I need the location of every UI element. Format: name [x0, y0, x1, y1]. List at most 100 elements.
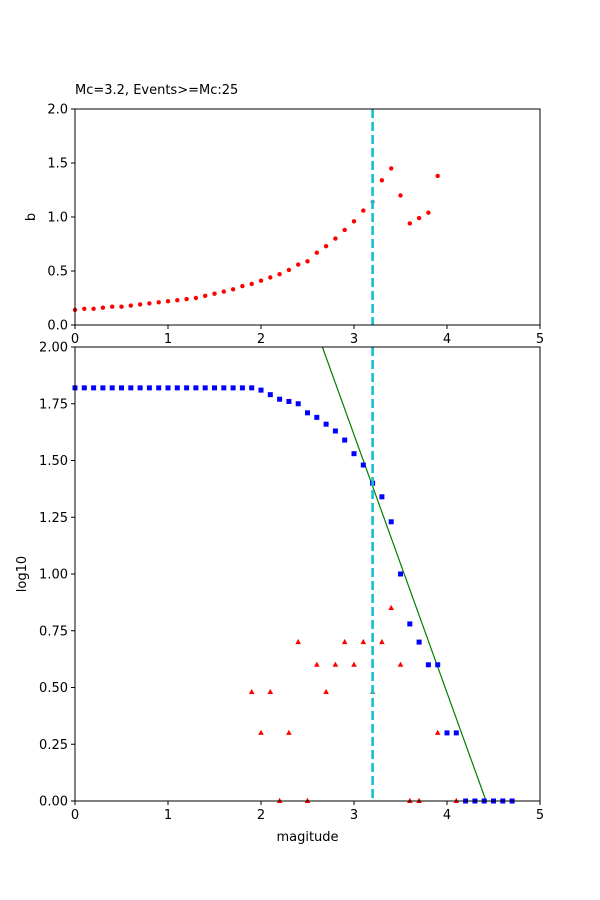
- data-point: [305, 410, 310, 416]
- data-point: [296, 262, 301, 267]
- data-point: [407, 797, 413, 803]
- data-point: [323, 688, 329, 695]
- data-point: [258, 387, 264, 393]
- data-point: [202, 385, 208, 391]
- data-point: [361, 208, 366, 213]
- data-point: [286, 267, 292, 273]
- y-tick-label: 1.0: [47, 211, 68, 226]
- data-point: [230, 385, 236, 391]
- data-point: [379, 178, 385, 183]
- data-point: [286, 729, 292, 735]
- y-tick-label: 0.5: [47, 265, 68, 280]
- y-tick-label: 0.00: [39, 795, 68, 810]
- fit-line: [321, 346, 487, 802]
- data-point: [323, 421, 329, 427]
- data-point: [146, 385, 152, 391]
- data-point: [119, 304, 124, 309]
- x-tick-label: 0: [71, 808, 79, 823]
- data-point: [407, 221, 412, 226]
- data-point: [342, 437, 348, 443]
- data-point: [174, 385, 180, 391]
- data-point: [388, 519, 394, 525]
- y-tick-label: 0.25: [39, 738, 68, 753]
- data-point: [268, 275, 273, 280]
- data-point: [156, 300, 161, 305]
- bottom-plot-ticks: 0 1 2 3 4 5 0.00 0.25 0.50 0.75 1.00 1.25 1.50 1.75 2.…: [39, 341, 544, 824]
- top-plot-frame: [74, 108, 541, 326]
- data-point: [128, 303, 133, 308]
- frequency-markers: [72, 385, 515, 804]
- data-point: [286, 398, 292, 404]
- data-point: [277, 396, 283, 402]
- data-point: [360, 638, 367, 645]
- data-point: [314, 250, 319, 255]
- data-point: [397, 661, 404, 667]
- data-point: [100, 385, 106, 391]
- data-point: [416, 797, 422, 803]
- data-point: [388, 604, 394, 611]
- data-point: [416, 639, 422, 645]
- data-point: [379, 638, 385, 645]
- top-y-axis-label: b: [24, 213, 39, 221]
- b-value-plot: Mc=3.2, Events>=Mc:25 0 1 2 3 4 5 0.0 0.5 1.0 1.5…: [24, 83, 544, 347]
- data-point: [239, 385, 245, 391]
- data-point: [165, 385, 171, 391]
- data-point: [425, 662, 431, 668]
- data-point: [295, 638, 301, 645]
- data-point: [212, 385, 217, 391]
- y-tick-label: 2.0: [47, 103, 68, 118]
- data-point: [110, 304, 115, 309]
- data-point: [426, 210, 431, 215]
- x-tick-label: 0: [71, 332, 79, 347]
- y-tick-label: 1.25: [39, 511, 68, 526]
- data-point: [258, 729, 264, 735]
- data-point: [304, 797, 311, 803]
- data-point: [351, 661, 357, 667]
- data-point: [230, 287, 236, 292]
- data-point: [109, 385, 115, 391]
- top-plot-title: Mc=3.2, Events>=Mc:25: [75, 83, 238, 98]
- x-tick-label: 1: [164, 808, 172, 823]
- data-point: [435, 173, 440, 179]
- data-point: [91, 385, 97, 391]
- data-point: [332, 428, 338, 434]
- magnitude-frequency-plot: 0 1 2 3 4 5 0.00 0.25 0.50 0.75 1.00 1.25 1.50 1.75 2.…: [15, 341, 544, 846]
- data-point: [277, 272, 282, 277]
- y-tick-label: 1.5: [47, 157, 68, 172]
- data-point: [342, 227, 347, 233]
- data-point: [82, 306, 87, 311]
- data-point: [314, 661, 320, 667]
- x-tick-label: 5: [536, 808, 544, 823]
- y-tick-label: 1.50: [39, 454, 68, 469]
- data-point: [184, 296, 189, 302]
- data-point: [240, 283, 245, 289]
- data-point: [119, 385, 124, 391]
- data-point: [212, 291, 217, 296]
- data-point: [137, 385, 143, 391]
- y-tick-label: 1.75: [39, 397, 68, 412]
- x-tick-label: 5: [536, 332, 544, 347]
- data-point: [332, 661, 339, 667]
- top-plot-ticks: 0 1 2 3 4 5 0.0 0.5 1.0 1.5 2.0: [47, 103, 544, 348]
- x-tick-label: 4: [443, 332, 451, 347]
- data-point: [193, 385, 199, 391]
- data-point: [249, 281, 254, 287]
- x-tick-label: 1: [164, 332, 172, 347]
- x-tick-label: 3: [350, 808, 358, 823]
- data-point: [165, 299, 171, 304]
- data-point: [398, 571, 403, 577]
- data-point: [81, 385, 87, 391]
- y-tick-label: 0.75: [39, 624, 68, 639]
- data-point: [221, 385, 227, 391]
- data-point: [323, 243, 329, 249]
- data-point: [276, 797, 283, 803]
- data-point: [203, 293, 208, 299]
- data-point: [453, 797, 460, 803]
- data-point: [305, 259, 310, 264]
- data-point: [249, 385, 255, 391]
- data-point: [295, 401, 301, 407]
- y-tick-label: 0.0: [47, 319, 68, 334]
- data-point: [221, 289, 226, 294]
